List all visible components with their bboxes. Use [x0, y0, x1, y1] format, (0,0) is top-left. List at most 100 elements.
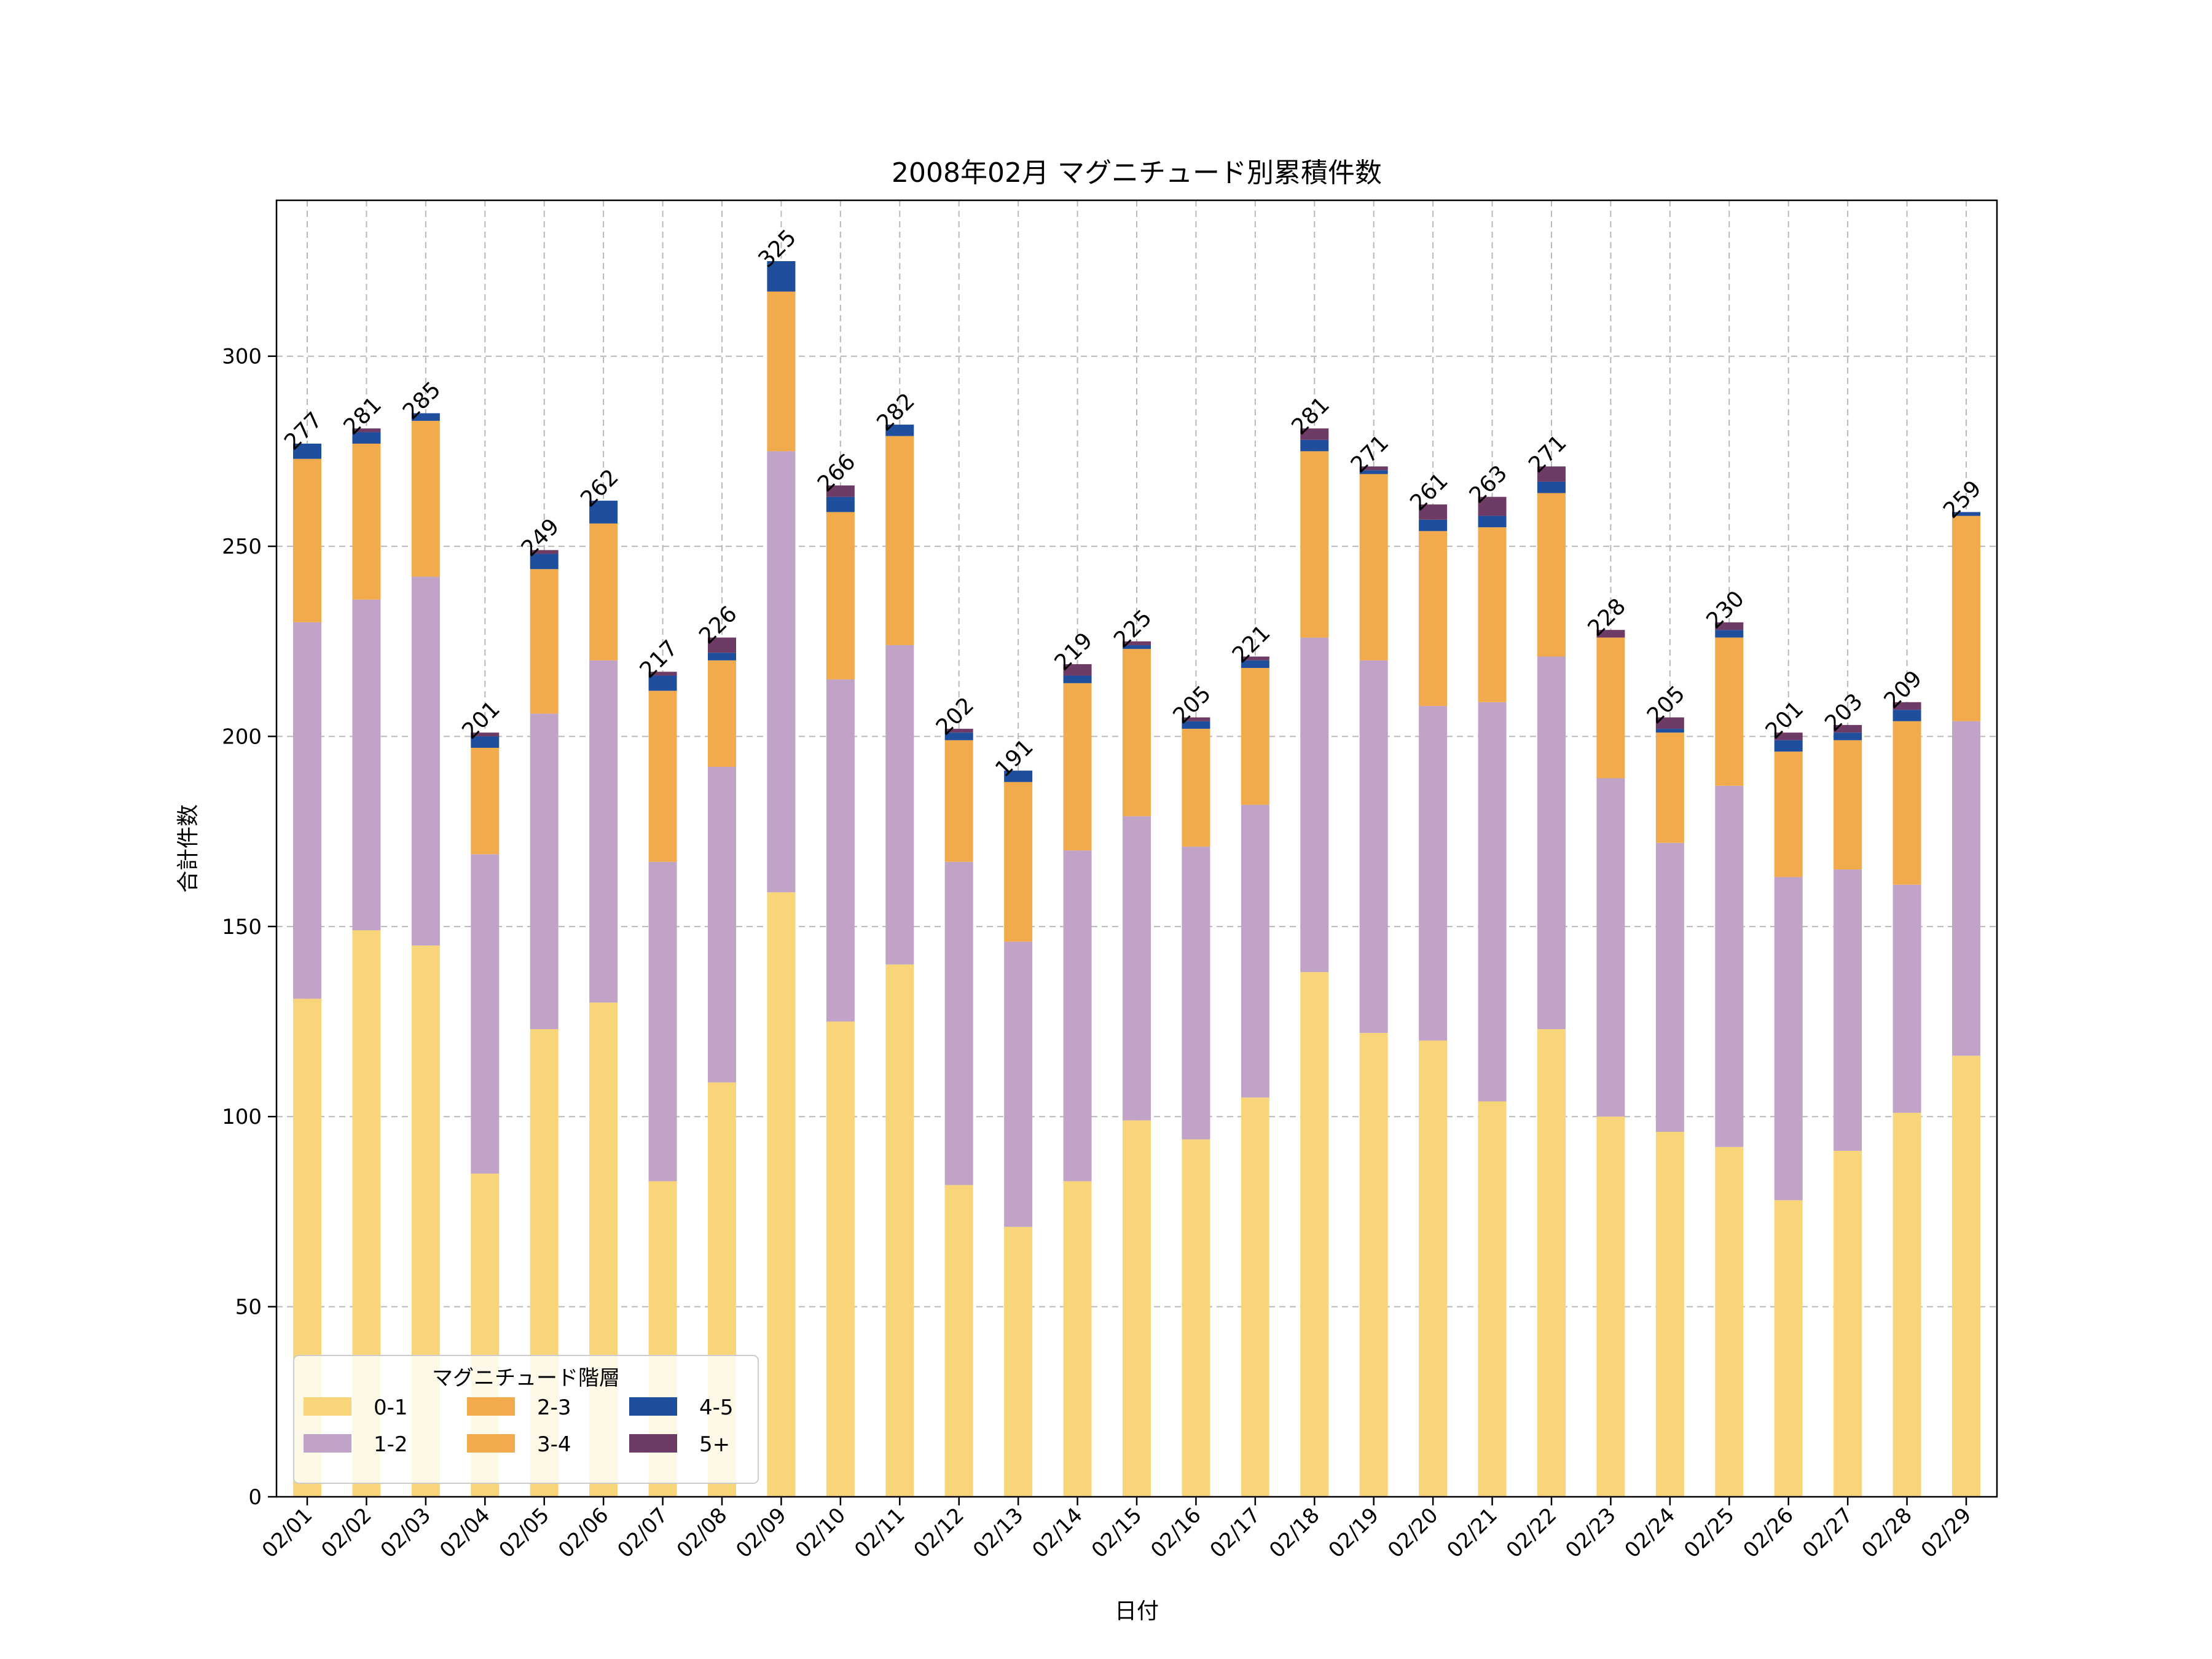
- bar-segment: [1182, 846, 1210, 1140]
- legend-title: マグニチュード階層: [432, 1366, 620, 1390]
- bar-segment: [1004, 1226, 1033, 1497]
- bar-segment: [352, 444, 381, 600]
- bar-segment: [411, 413, 440, 421]
- bar-segment: [826, 679, 855, 1022]
- bar-segment: [1537, 1029, 1566, 1497]
- y-tick-label: 0: [248, 1485, 262, 1510]
- bar-segment: [1241, 668, 1269, 805]
- bar-segment: [1715, 622, 1744, 630]
- bar-segment: [1952, 1056, 1980, 1497]
- bar-segment: [944, 740, 973, 862]
- x-tick-label: 02/13: [968, 1503, 1029, 1563]
- bar-segment: [1892, 884, 1921, 1113]
- bar-segment: [708, 766, 736, 1083]
- legend-swatch: [629, 1397, 677, 1416]
- bar-segment: [1419, 519, 1448, 531]
- bar-segment: [1892, 721, 1921, 885]
- bar-segment: [648, 691, 677, 862]
- y-tick-label: 250: [222, 535, 262, 559]
- bar-segment: [1478, 702, 1507, 1102]
- bar-segment: [1359, 474, 1388, 661]
- bar-segment: [1596, 778, 1625, 1117]
- bar-segment: [1478, 516, 1507, 528]
- legend-item-label: 1-2: [374, 1432, 408, 1457]
- bar-segment: [1182, 1139, 1210, 1497]
- x-tick-label: 02/12: [909, 1503, 970, 1563]
- legend-item-label: 2-3: [537, 1395, 571, 1420]
- bar-segment: [944, 732, 973, 740]
- x-tick-label: 02/29: [1916, 1503, 1977, 1563]
- bar-segment: [1715, 1147, 1744, 1497]
- bar-segment: [1182, 717, 1210, 721]
- bar-segment: [826, 1021, 855, 1497]
- bar-segment: [352, 428, 381, 433]
- bar-segment: [1419, 1040, 1448, 1497]
- bar-segment: [1241, 656, 1269, 661]
- y-tick-label: 300: [222, 345, 262, 369]
- x-tick-label: 02/01: [257, 1503, 318, 1563]
- bar-segment: [1834, 724, 1862, 733]
- bar-segment: [1596, 630, 1625, 638]
- bar-segment: [1004, 782, 1033, 942]
- x-tick-label: 02/24: [1620, 1503, 1681, 1563]
- y-tick-label: 150: [222, 915, 262, 939]
- bar-segment: [1655, 842, 1684, 1132]
- y-tick-label: 50: [235, 1295, 262, 1320]
- bar-segment: [1182, 729, 1210, 847]
- bar-segment: [1834, 740, 1862, 870]
- bar-segment: [471, 748, 500, 855]
- legend-item-label: 3-4: [537, 1432, 571, 1457]
- bar-segment: [589, 500, 618, 524]
- bar-segment: [589, 523, 618, 661]
- x-tick-label: 02/15: [1087, 1503, 1147, 1563]
- x-tick-label: 02/03: [376, 1503, 436, 1563]
- bar-segment: [589, 660, 618, 1003]
- bar-segment: [1834, 732, 1862, 740]
- x-tick-label: 02/04: [435, 1503, 495, 1563]
- bar-segment: [1063, 683, 1092, 851]
- x-tick-label: 02/10: [791, 1503, 851, 1563]
- legend-swatch: [304, 1397, 351, 1416]
- bar-segment: [1596, 637, 1625, 779]
- bar-segment: [1300, 428, 1329, 440]
- bar-segment: [944, 861, 973, 1185]
- bar-segment: [471, 732, 500, 737]
- legend-swatch: [629, 1434, 677, 1453]
- bar-segment: [1123, 1120, 1151, 1497]
- bar-segment: [648, 861, 677, 1182]
- legend-item-label: 5+: [699, 1432, 730, 1457]
- bar-segment: [1774, 740, 1803, 752]
- bar-segment: [1834, 1150, 1862, 1497]
- x-tick-label: 02/26: [1739, 1503, 1799, 1563]
- bar-segment: [1596, 1116, 1625, 1497]
- bar-segment: [1004, 941, 1033, 1227]
- bar-segment: [708, 637, 736, 653]
- bar-segment: [826, 512, 855, 680]
- bar-segment: [1241, 1097, 1269, 1497]
- bar-segment: [944, 1185, 973, 1497]
- bar-segment: [530, 554, 559, 570]
- y-tick-label: 200: [222, 724, 262, 749]
- bar-segment: [767, 892, 796, 1497]
- bar-segment: [1241, 804, 1269, 1098]
- bar-segment: [1359, 660, 1388, 1033]
- bar-segment: [352, 599, 381, 931]
- bar-segment: [1892, 702, 1921, 710]
- bar-segment: [1892, 1113, 1921, 1497]
- bar-segment: [1063, 1181, 1092, 1497]
- bar-segment: [1419, 531, 1448, 706]
- x-tick-label: 02/25: [1679, 1503, 1739, 1563]
- legend-item-label: 0-1: [374, 1395, 408, 1420]
- bar-segment: [530, 569, 559, 714]
- x-tick-label: 02/08: [672, 1503, 732, 1563]
- bar-segment: [1952, 721, 1980, 1056]
- y-axis-label: 合計件数: [176, 804, 201, 893]
- bar-segment: [1359, 466, 1388, 471]
- bar-segment: [293, 444, 321, 459]
- bar-segment: [411, 420, 440, 577]
- y-tick-label: 100: [222, 1105, 262, 1129]
- x-tick-label: 02/14: [1027, 1503, 1088, 1563]
- bar-segment: [471, 854, 500, 1174]
- x-tick-label: 02/21: [1442, 1503, 1502, 1563]
- bar-segment: [648, 675, 677, 691]
